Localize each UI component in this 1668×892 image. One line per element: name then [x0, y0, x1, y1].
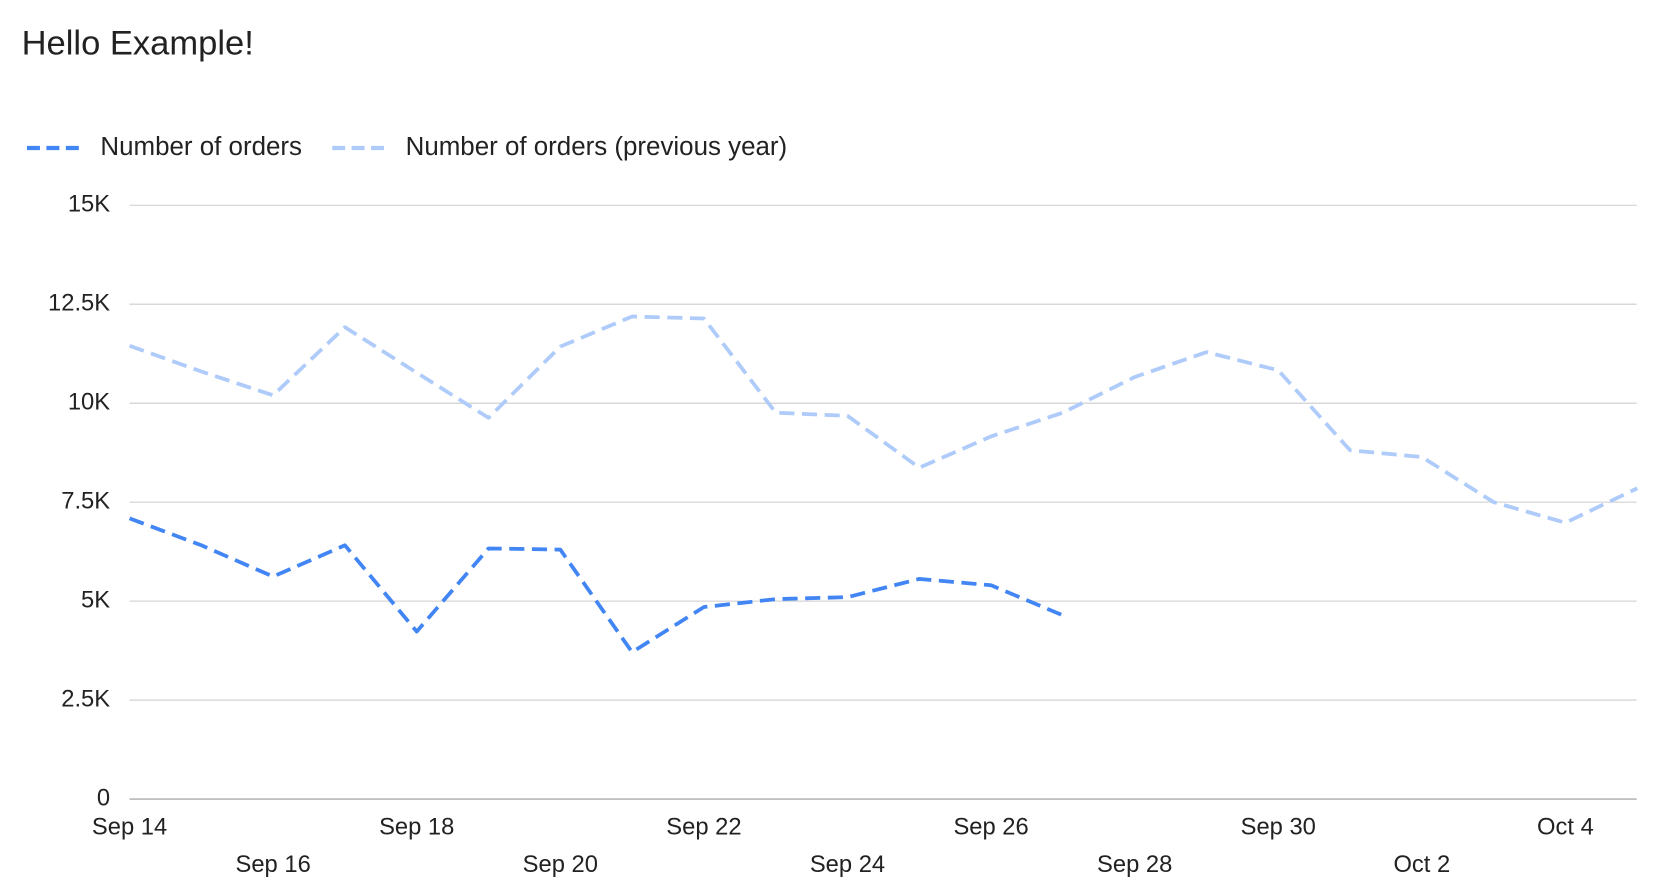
series-line: [128, 314, 1639, 525]
y-tick-label: 15K: [68, 191, 110, 218]
x-tick-label: Oct 4: [1537, 813, 1594, 840]
x-tick-label: Sep 22: [666, 813, 741, 840]
legend-label: Number of orders: [100, 133, 302, 161]
y-tick-label: 5K: [81, 586, 110, 613]
y-tick-label: 12.5K: [48, 289, 110, 316]
x-tick-label: Sep 18: [379, 813, 454, 840]
y-tick-label: 2.5K: [61, 685, 110, 712]
x-tick-label: Oct 2: [1393, 851, 1450, 878]
chart-title: Hello Example!: [22, 25, 254, 63]
x-tick-label: Sep 28: [1097, 851, 1172, 878]
x-tick-label: Sep 24: [810, 851, 885, 878]
x-tick-label: Sep 26: [953, 813, 1028, 840]
x-tick-label: Sep 14: [92, 813, 167, 840]
y-tick-label: 0: [97, 784, 110, 811]
x-tick-label: Sep 30: [1241, 813, 1316, 840]
series-line: [128, 516, 1064, 655]
legend-label: Number of orders (previous year): [406, 133, 788, 161]
x-tick-label: Sep 20: [523, 851, 598, 878]
x-tick-label: Sep 16: [236, 851, 311, 878]
y-tick-label: 7.5K: [61, 487, 110, 514]
y-tick-label: 10K: [68, 388, 110, 415]
